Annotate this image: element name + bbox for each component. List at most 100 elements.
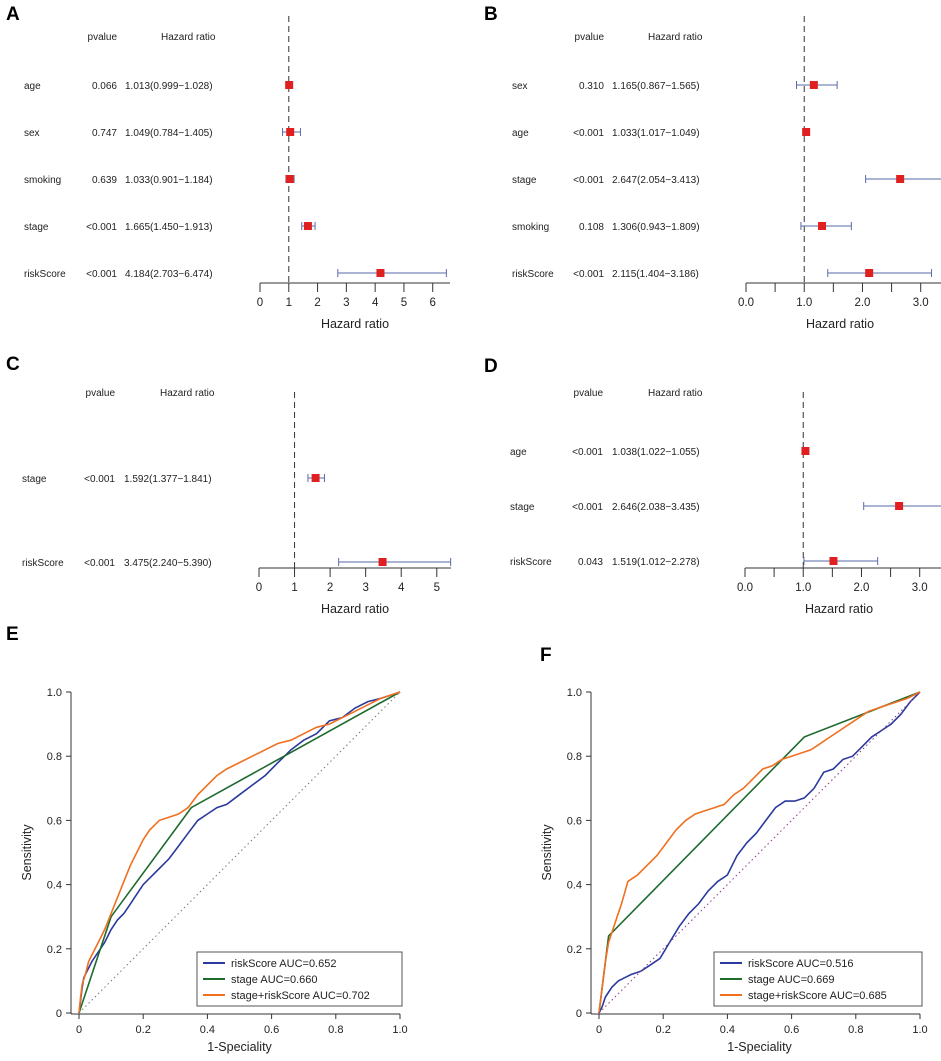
x-tick-label-f: 0.6	[784, 1024, 799, 1036]
x-tick-label-a: 6	[430, 297, 436, 309]
x-tick-label-b: 2.0	[854, 297, 870, 309]
row-pvalue-c: <0.001	[84, 474, 115, 485]
hr-marker-c	[378, 558, 387, 566]
hr-marker-d	[895, 502, 904, 510]
x-tick-label-e: 0.6	[264, 1024, 279, 1036]
roc-curve-line-f	[598, 691, 921, 1014]
x-tick-label-f: 1.0	[912, 1024, 927, 1036]
y-tick-label-f: 0.4	[567, 880, 582, 892]
row-label-b: age	[512, 128, 529, 139]
hr-marker-a	[376, 269, 385, 277]
row-hazard-text-d: 2.646(2.038−3.435)	[612, 502, 700, 513]
y-tick-label-e: 0.4	[47, 880, 62, 892]
hr-marker-a	[285, 175, 294, 183]
row-pvalue-a: <0.001	[86, 222, 117, 233]
x-axis-title-f: 1-Speciality	[727, 1040, 792, 1054]
x-tick-label-c: 4	[398, 582, 405, 594]
header-pvalue-d: pvalue	[574, 388, 604, 399]
panel-label-b: B	[484, 4, 498, 25]
row-label-d: age	[510, 447, 527, 458]
row-hazard-text-d: 1.519(1.012−2.278)	[612, 557, 700, 568]
y-tick-label-e: 0.2	[47, 944, 62, 956]
hr-marker-b	[809, 81, 818, 89]
row-label-d: riskScore	[510, 557, 552, 568]
row-pvalue-b: 0.310	[579, 81, 604, 92]
y-tick-label-f: 0.6	[567, 815, 582, 827]
legend-label-e: stage+riskScore AUC=0.702	[231, 990, 370, 1002]
hr-marker-a	[303, 222, 312, 230]
hr-marker-b	[865, 269, 874, 277]
row-hazard-text-b: 1.306(0.943−1.809)	[612, 222, 700, 233]
legend-label-e: riskScore AUC=0.652	[231, 958, 336, 970]
row-hazard-text-b: 1.033(1.017−1.049)	[612, 128, 700, 139]
y-tick-label-f: 1.0	[567, 687, 582, 699]
panel-label-f: F	[540, 645, 552, 666]
x-tick-label-e: 0.8	[328, 1024, 343, 1036]
row-pvalue-b: 0.108	[579, 222, 604, 233]
x-tick-label-f: 0.8	[848, 1024, 863, 1036]
x-axis-title-d: Hazard ratio	[805, 602, 873, 616]
row-pvalue-a: 0.747	[92, 128, 117, 139]
y-axis-title-f: Sensitivity	[540, 824, 554, 881]
x-tick-label-a: 1	[286, 297, 292, 309]
row-pvalue-b: <0.001	[573, 128, 604, 139]
x-tick-label-f: 0.2	[656, 1024, 671, 1036]
panel-label-d: D	[484, 356, 498, 377]
x-axis-title-a: Hazard ratio	[321, 317, 389, 331]
row-label-b: riskScore	[512, 269, 554, 280]
header-pvalue-b: pvalue	[575, 32, 605, 43]
x-axis-title-c: Hazard ratio	[321, 602, 389, 616]
hr-marker-b	[818, 222, 827, 230]
header-pvalue-a: pvalue	[88, 32, 118, 43]
row-pvalue-c: <0.001	[84, 558, 115, 569]
legend-box-f	[713, 951, 923, 1007]
y-tick-label-e: 1.0	[47, 687, 62, 699]
roc-curve-line-e	[78, 691, 401, 1014]
row-pvalue-d: <0.001	[572, 447, 603, 458]
row-label-b: smoking	[512, 222, 549, 233]
row-pvalue-d: 0.043	[578, 557, 603, 568]
row-label-a: smoking	[24, 175, 61, 186]
x-tick-label-a: 2	[314, 297, 320, 309]
row-label-c: riskScore	[22, 558, 64, 569]
hr-marker-b	[802, 128, 811, 136]
roc-curve-line-e	[78, 691, 401, 1014]
diagonal-reference-line-f	[598, 691, 921, 1014]
x-tick-label-d: 1.0	[795, 582, 811, 594]
x-tick-label-d: 3.0	[912, 582, 928, 594]
row-pvalue-b: <0.001	[573, 175, 604, 186]
row-hazard-text-b: 1.165(0.867−1.565)	[612, 81, 700, 92]
roc-curve-line-e	[78, 691, 401, 1014]
hr-marker-b	[896, 175, 905, 183]
header-hazard-ratio-a: Hazard ratio	[161, 32, 216, 43]
legend-label-e: stage AUC=0.660	[231, 974, 318, 986]
row-label-a: riskScore	[24, 269, 66, 280]
panel-label-a: A	[6, 4, 20, 25]
x-tick-label-c: 1	[291, 582, 297, 594]
x-tick-label-a: 0	[257, 297, 263, 309]
legend-label-f: riskScore AUC=0.516	[748, 958, 853, 970]
row-hazard-text-d: 1.038(1.022−1.055)	[612, 447, 700, 458]
x-tick-label-e: 0.2	[136, 1024, 151, 1036]
diagonal-reference-line-e	[78, 691, 401, 1014]
row-label-c: stage	[22, 474, 47, 485]
x-axis-title-b: Hazard ratio	[806, 317, 874, 331]
row-hazard-text-a: 1.665(1.450−1.913)	[125, 222, 213, 233]
y-tick-label-f: 0.8	[567, 751, 582, 763]
row-label-a: age	[24, 81, 41, 92]
row-hazard-text-b: 2.115(1.404−3.186)	[612, 269, 699, 280]
row-hazard-text-a: 1.013(0.999−1.028)	[125, 81, 213, 92]
y-tick-label-f: 0.2	[567, 944, 582, 956]
y-tick-label-e: 0	[56, 1008, 62, 1020]
row-label-a: stage	[24, 222, 49, 233]
x-tick-label-f: 0	[596, 1024, 602, 1036]
x-tick-label-c: 0	[256, 582, 262, 594]
x-tick-label-e: 1.0	[392, 1024, 407, 1036]
header-hazard-ratio-d: Hazard ratio	[648, 388, 703, 399]
hr-marker-d	[829, 557, 838, 565]
x-tick-label-c: 5	[434, 582, 440, 594]
y-tick-label-e: 0.8	[47, 751, 62, 763]
x-tick-label-b: 1.0	[796, 297, 812, 309]
row-pvalue-a: 0.066	[92, 81, 117, 92]
row-label-b: sex	[512, 81, 528, 92]
